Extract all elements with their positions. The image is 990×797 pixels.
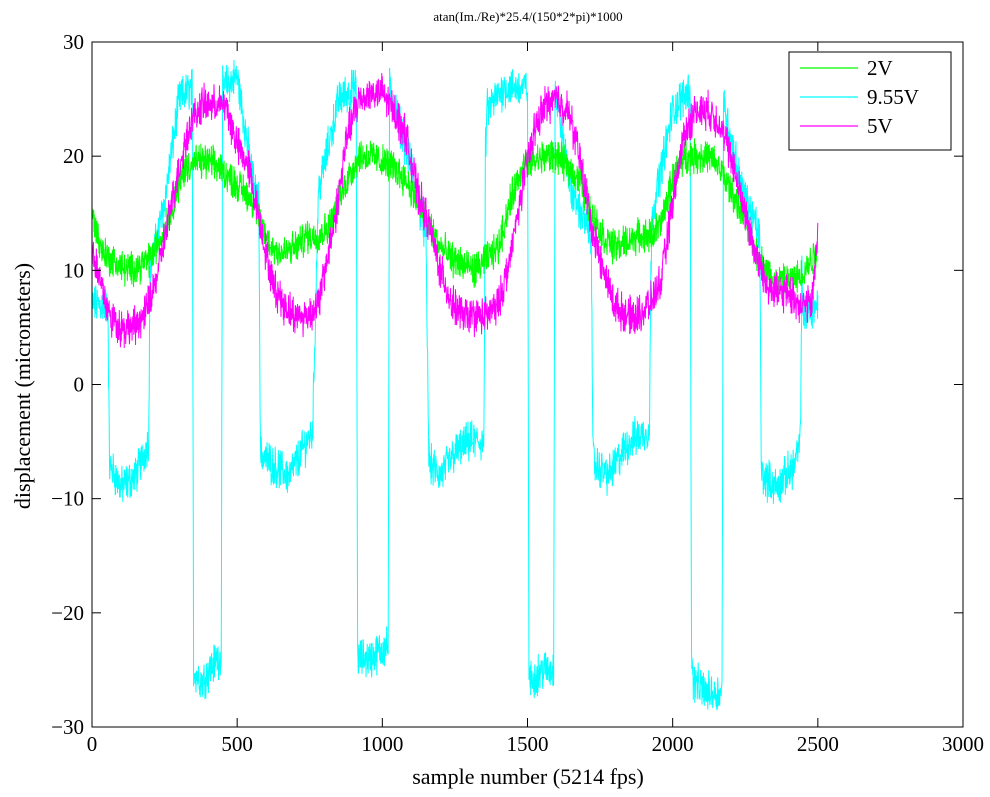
- x-tick-label: 500: [221, 732, 253, 756]
- y-tick-label: 20: [63, 144, 84, 168]
- series-line-9-55v: [92, 60, 819, 711]
- x-axis-label: sample number (5214 fps): [412, 764, 644, 789]
- y-tick-label: 0: [74, 373, 85, 397]
- chart-title: atan(Im./Re)*25.4/(150*2*pi)*1000: [433, 9, 622, 24]
- y-tick-label: −30: [51, 715, 84, 739]
- y-tick-label: −10: [51, 487, 84, 511]
- x-tick-label: 2500: [797, 732, 839, 756]
- legend-label: 5V: [867, 114, 893, 138]
- x-tick-label: 2000: [652, 732, 694, 756]
- axis-ticks: 0 500 1000 1500 2000 2500 3000 −30 −20 −10 0 10 20 30: [51, 30, 984, 756]
- x-tick-label: 3000: [942, 732, 984, 756]
- legend: 2V 9.55V 5V: [788, 51, 952, 151]
- series-line-2v: [92, 138, 819, 296]
- legend-label: 2V: [867, 56, 893, 80]
- y-tick-label: 10: [63, 258, 84, 282]
- y-tick-label: 30: [63, 30, 84, 54]
- x-tick-label: 1000: [361, 732, 403, 756]
- series-line-5v: [92, 72, 819, 348]
- y-axis-label: displacement (micrometers): [10, 263, 35, 509]
- y-tick-label: −20: [51, 601, 84, 625]
- x-tick-label: 1500: [507, 732, 549, 756]
- x-tick-label: 0: [87, 732, 98, 756]
- legend-label: 9.55V: [867, 85, 919, 109]
